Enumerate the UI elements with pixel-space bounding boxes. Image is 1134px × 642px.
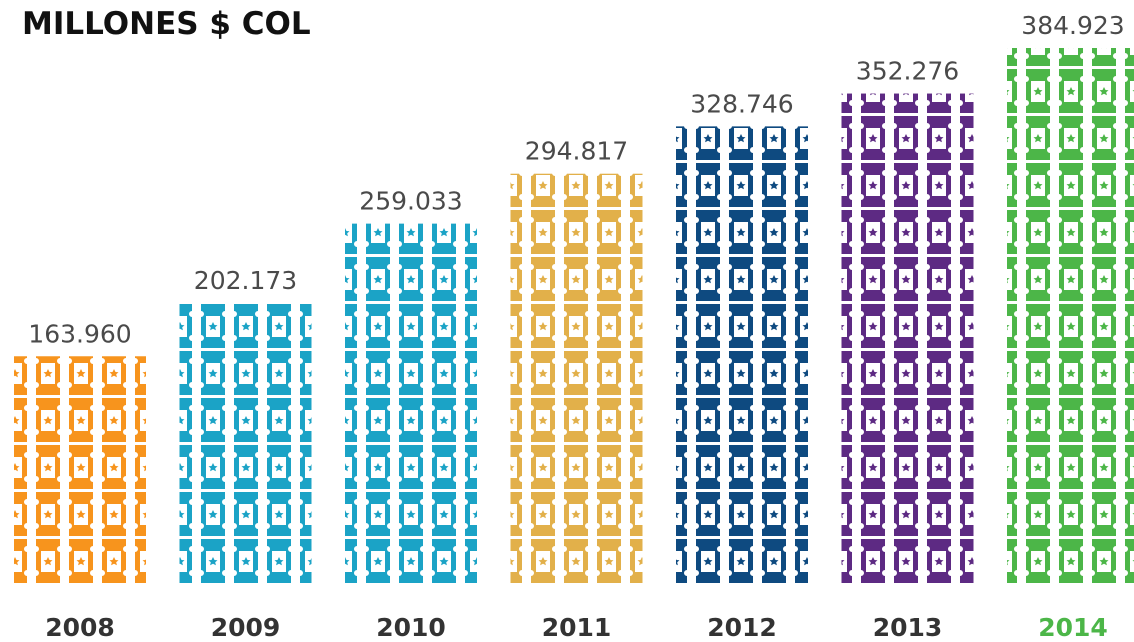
value-label: 294.817 <box>525 137 628 166</box>
ticket-bar <box>510 173 643 586</box>
ticket-bar <box>1007 48 1134 585</box>
value-label: 259.033 <box>359 187 462 216</box>
ticket-bar <box>841 93 974 585</box>
value-label: 202.173 <box>194 266 297 295</box>
chart-title: MILLONES $ COL <box>22 6 311 42</box>
ticket-bar <box>179 302 312 585</box>
ticket-bar <box>676 126 808 585</box>
ticket-bar <box>345 223 477 586</box>
ticket-bar <box>14 356 146 585</box>
x-tick-label: 2008 <box>45 613 115 642</box>
value-label: 352.276 <box>856 57 959 86</box>
value-label: 384.923 <box>1021 11 1124 40</box>
x-tick-label: 2014 <box>1038 613 1108 642</box>
value-label: 328.746 <box>690 89 793 118</box>
value-label: 163.960 <box>28 319 131 348</box>
x-tick-label: 2009 <box>211 613 281 642</box>
x-tick-label: 2011 <box>542 613 612 642</box>
x-tick-label: 2012 <box>707 613 777 642</box>
x-tick-label: 2013 <box>873 613 943 642</box>
x-tick-label: 2010 <box>376 613 446 642</box>
